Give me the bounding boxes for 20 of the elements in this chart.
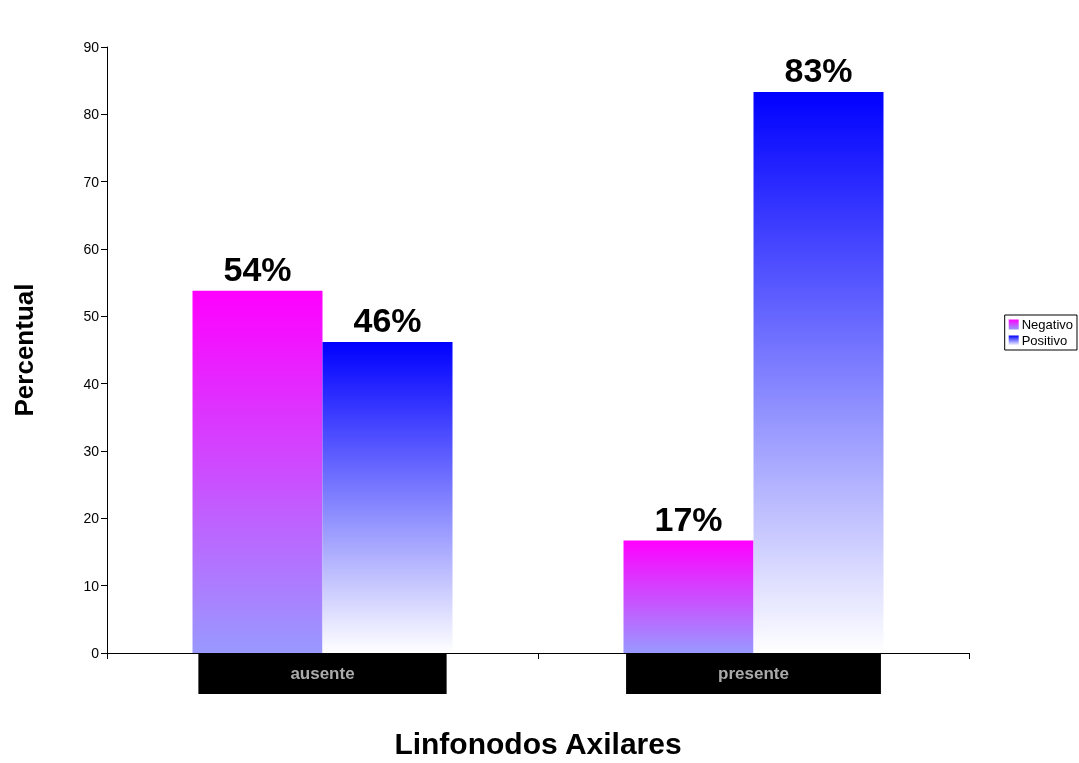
legend-label: Positivo — [1021, 333, 1068, 348]
x-axis-title: Linfonodos Axilares — [394, 726, 682, 760]
data-label: 17% — [654, 499, 723, 538]
legend-label: Negativo — [1021, 317, 1073, 332]
y-tick-label: 10 — [83, 577, 100, 594]
y-tick-label: 20 — [83, 510, 100, 527]
data-label: 83% — [784, 51, 853, 90]
x-tick-label: ausente — [290, 664, 355, 683]
y-tick-label: 60 — [83, 241, 100, 257]
y-tick-label: 70 — [83, 173, 100, 190]
y-tick-label: 0 — [91, 645, 100, 661]
x-tick-label: presente — [718, 664, 789, 683]
y-axis-title: Percentual — [9, 283, 39, 417]
data-label: 46% — [353, 300, 422, 339]
y-tick-label: 50 — [83, 308, 100, 325]
data-label: 54% — [223, 249, 292, 288]
y-tick-label: 80 — [83, 106, 100, 123]
y-tick-label: 40 — [83, 375, 100, 392]
y-tick-label: 30 — [83, 443, 100, 459]
y-tick-label: 90 — [83, 39, 100, 55]
